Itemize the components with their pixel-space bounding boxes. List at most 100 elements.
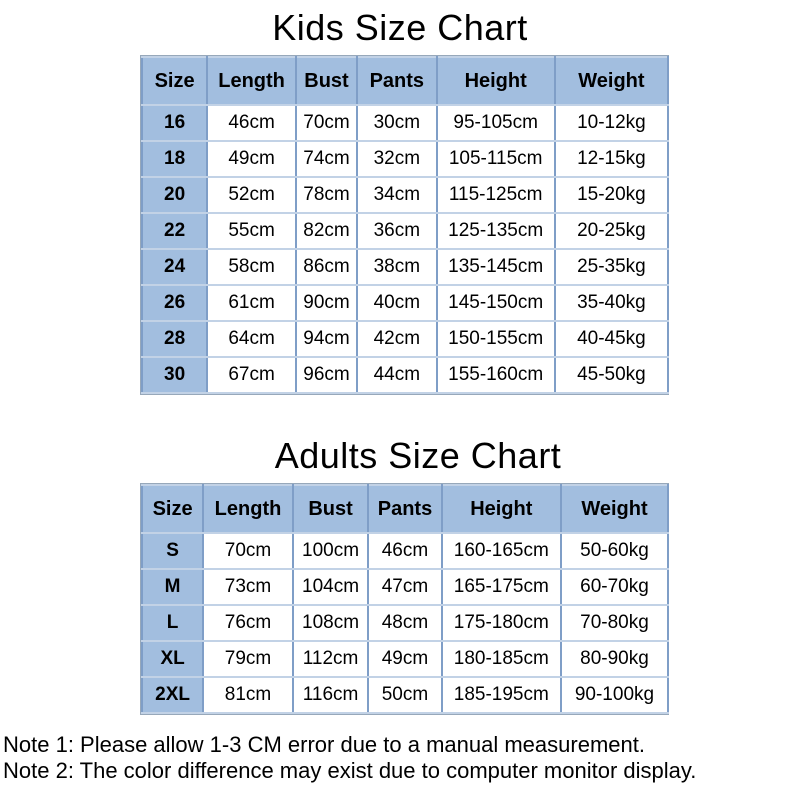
measurement-cell: 61cm <box>206 284 297 323</box>
measurement-cell: 47cm <box>367 568 443 607</box>
measurement-cell: 49cm <box>206 140 297 179</box>
header-cell-weight: Weight <box>553 56 670 107</box>
measurement-cell: 116cm <box>291 676 370 715</box>
measurement-cell: 25-35kg <box>553 248 670 287</box>
measurement-cell: 10-12kg <box>553 104 670 143</box>
kids-size-table: Size Length Bust Pants Height Weight 16 46cm 70c… <box>140 56 670 395</box>
measurement-cell: 180-185cm <box>440 640 562 679</box>
adults-size-table: Size Length Bust Pants Height Weight S 70cm 100c… <box>140 484 670 715</box>
table-row: 20 52cm 78cm 34cm 115-125cm 15-20kg <box>140 176 670 215</box>
size-value-cell: 16 <box>140 104 209 143</box>
measurement-cell: 86cm <box>294 248 359 287</box>
adults-size-table-border: Size Length Bust Pants Height Weight S 70cm 100c… <box>140 483 670 716</box>
measurement-cell: 74cm <box>294 140 359 179</box>
table-row: XL 79cm 112cm 49cm 180-185cm 80-90kg <box>140 640 670 679</box>
table-row: 2XL 81cm 116cm 50cm 185-195cm 90-100kg <box>140 676 670 715</box>
header-cell-height: Height <box>440 484 562 535</box>
measurement-cell: 58cm <box>206 248 297 287</box>
note-1: Note 1: Please allow 1-3 CM error due to… <box>3 732 645 758</box>
header-cell-size: Size <box>140 56 209 107</box>
header-cell-pants: Pants <box>356 56 438 107</box>
measurement-cell: 79cm <box>202 640 294 679</box>
table-row: 28 64cm 94cm 42cm 150-155cm 40-45kg <box>140 320 670 359</box>
measurement-cell: 45-50kg <box>553 356 670 395</box>
measurement-cell: 15-20kg <box>553 176 670 215</box>
header-cell-length: Length <box>202 484 294 535</box>
adults-chart-title: Adults Size Chart <box>274 435 562 477</box>
size-value-cell: 24 <box>140 248 209 287</box>
measurement-cell: 108cm <box>291 604 370 643</box>
note-2: Note 2: The color difference may exist d… <box>3 758 697 784</box>
header-row: Size Length Bust Pants Height Weight <box>140 484 670 535</box>
size-value-cell: 28 <box>140 320 209 359</box>
measurement-cell: 67cm <box>206 356 297 395</box>
measurement-cell: 30cm <box>356 104 438 143</box>
measurement-cell: 50cm <box>367 676 443 715</box>
measurement-cell: 81cm <box>202 676 294 715</box>
table-row: L 76cm 108cm 48cm 175-180cm 70-80kg <box>140 604 670 643</box>
measurement-cell: 76cm <box>202 604 294 643</box>
measurement-cell: 155-160cm <box>435 356 556 395</box>
measurement-cell: 46cm <box>367 532 443 571</box>
measurement-cell: 46cm <box>206 104 297 143</box>
header-cell-pants: Pants <box>367 484 443 535</box>
measurement-cell: 104cm <box>291 568 370 607</box>
measurement-cell: 52cm <box>206 176 297 215</box>
size-value-cell: 18 <box>140 140 209 179</box>
measurement-cell: 42cm <box>356 320 438 359</box>
table-row: S 70cm 100cm 46cm 160-165cm 50-60kg <box>140 532 670 571</box>
size-value-cell: 20 <box>140 176 209 215</box>
measurement-cell: 90cm <box>294 284 359 323</box>
table-row: M 73cm 104cm 47cm 165-175cm 60-70kg <box>140 568 670 607</box>
measurement-cell: 40-45kg <box>553 320 670 359</box>
measurement-cell: 73cm <box>202 568 294 607</box>
measurement-cell: 50-60kg <box>559 532 670 571</box>
header-cell-size: Size <box>140 484 205 535</box>
measurement-cell: 38cm <box>356 248 438 287</box>
measurement-cell: 70-80kg <box>559 604 670 643</box>
measurement-cell: 90-100kg <box>559 676 670 715</box>
measurement-cell: 94cm <box>294 320 359 359</box>
measurement-cell: 100cm <box>291 532 370 571</box>
header-cell-height: Height <box>435 56 556 107</box>
size-value-cell: 22 <box>140 212 209 251</box>
table-row: 30 67cm 96cm 44cm 155-160cm 45-50kg <box>140 356 670 395</box>
header-cell-bust: Bust <box>291 484 370 535</box>
measurement-cell: 80-90kg <box>559 640 670 679</box>
size-value-cell: S <box>140 532 205 571</box>
measurement-cell: 60-70kg <box>559 568 670 607</box>
measurement-cell: 78cm <box>294 176 359 215</box>
measurement-cell: 55cm <box>206 212 297 251</box>
size-value-cell: L <box>140 604 205 643</box>
measurement-cell: 165-175cm <box>440 568 562 607</box>
measurement-cell: 48cm <box>367 604 443 643</box>
table-row: 16 46cm 70cm 30cm 95-105cm 10-12kg <box>140 104 670 143</box>
table-row: 22 55cm 82cm 36cm 125-135cm 20-25kg <box>140 212 670 251</box>
header-row: Size Length Bust Pants Height Weight <box>140 56 670 107</box>
measurement-cell: 175-180cm <box>440 604 562 643</box>
measurement-cell: 82cm <box>294 212 359 251</box>
adults-size-chart-section: Adults Size Chart Size Length Bust Pants Hei… <box>0 428 800 716</box>
table-row: 26 61cm 90cm 40cm 145-150cm 35-40kg <box>140 284 670 323</box>
size-value-cell: 26 <box>140 284 209 323</box>
size-value-cell: 2XL <box>140 676 205 715</box>
measurement-cell: 34cm <box>356 176 438 215</box>
measurement-cell: 20-25kg <box>553 212 670 251</box>
measurement-cell: 150-155cm <box>435 320 556 359</box>
measurement-cell: 115-125cm <box>435 176 556 215</box>
kids-size-table-border: Size Length Bust Pants Height Weight 16 46cm 70c… <box>140 55 670 396</box>
measurement-cell: 185-195cm <box>440 676 562 715</box>
measurement-cell: 40cm <box>356 284 438 323</box>
header-cell-weight: Weight <box>559 484 670 535</box>
measurement-cell: 12-15kg <box>553 140 670 179</box>
measurement-cell: 49cm <box>367 640 443 679</box>
measurement-cell: 32cm <box>356 140 438 179</box>
header-cell-length: Length <box>206 56 297 107</box>
measurement-cell: 64cm <box>206 320 297 359</box>
size-value-cell: 30 <box>140 356 209 395</box>
notes-section: Note 1: Please allow 1-3 CM error due to… <box>3 732 800 784</box>
measurement-cell: 95-105cm <box>435 104 556 143</box>
measurement-cell: 70cm <box>294 104 359 143</box>
header-cell-bust: Bust <box>294 56 359 107</box>
measurement-cell: 105-115cm <box>435 140 556 179</box>
